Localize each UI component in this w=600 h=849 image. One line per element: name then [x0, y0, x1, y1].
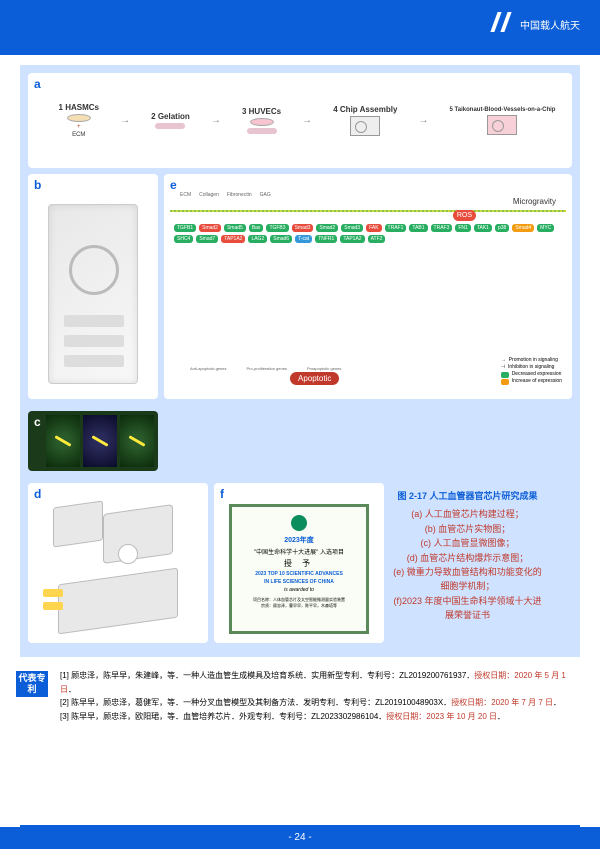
panel-c-label: c: [34, 415, 41, 429]
panel-f: f 2023年度 "中国生命科学十大进展" 入选项目 授 予 2023 TOP …: [214, 483, 384, 643]
exploded-view: [43, 504, 193, 634]
panel-d-label: d: [34, 487, 41, 501]
panel-a: a 1 HASMCs + ECM → 2 Gelation → 3 HUVECs…: [28, 73, 572, 168]
chip-photo: [48, 204, 138, 384]
tube-icon: [247, 128, 277, 134]
page-content: a 1 HASMCs + ECM → 2 Gelation → 3 HUVECs…: [0, 55, 600, 733]
dish-icon: [250, 118, 274, 126]
patent-item: [3] 陈早早，顾忠泽，欧阳珺，等．血管培养芯片．外观专利．专利号：ZL2023…: [60, 710, 580, 724]
panel-c: c: [28, 411, 158, 471]
arrow-icon: →: [211, 115, 221, 126]
panel-e-label: e: [170, 178, 177, 192]
figure-container: a 1 HASMCs + ECM → 2 Gelation → 3 HUVECs…: [20, 65, 580, 657]
dish-icon: [67, 114, 91, 122]
panel-d: d: [28, 483, 208, 643]
panel-e: e ECM Collagen Fibronectin GAG ROS Micro…: [164, 174, 572, 399]
micrograph: [120, 415, 154, 467]
page-header: 中国载人航天: [0, 0, 600, 55]
panel-b-label: b: [34, 178, 41, 192]
chip-icon: [350, 116, 380, 136]
patents-section: 代表专利 [1] 顾忠泽，陈早早，朱建峰，等．一种人造血管生成模具及培育系统．实…: [20, 669, 580, 723]
arrow-icon: →: [120, 115, 130, 126]
caption-title: 图 2-17 人工血管器官芯片研究成果: [392, 489, 543, 503]
step-2: 2 Gelation: [151, 112, 190, 129]
step-1: 1 HASMCs + ECM: [59, 103, 99, 138]
patent-item: [1] 顾忠泽，陈早早，朱建峰，等．一种人造血管生成模具及培育系统．实用新型专利…: [60, 669, 580, 696]
micrograph: [46, 415, 80, 467]
apoptotic-label: Apoptotic: [290, 372, 339, 385]
panel-a-label: a: [34, 77, 41, 91]
panel-b: b: [28, 174, 158, 399]
patent-badge: 代表专利: [16, 671, 48, 697]
header-logo: 中国载人航天: [490, 12, 580, 36]
micrograph: [83, 415, 117, 467]
pathway-diagram: ECM Collagen Fibronectin GAG ROS Microgr…: [170, 192, 566, 393]
seal-icon: [291, 515, 307, 531]
logo-icon: [490, 12, 514, 36]
pathway-nodes: TGFB1 Smad2 Smad5 Bax TGFB3 Smad3 Smad2 …: [170, 220, 566, 247]
patent-item: [2] 陈早早，顾忠泽，葛健军，等．一种分叉血管模型及其制备方法．发明专利．专利…: [60, 696, 580, 710]
chip-icon: [487, 115, 517, 135]
step-3: 3 HUVECs: [242, 107, 281, 134]
patent-list: [1] 顾忠泽，陈早早，朱建峰，等．一种人造血管生成模具及培育系统．实用新型专利…: [24, 669, 580, 723]
page-number: - 24 -: [288, 832, 311, 843]
membrane: [170, 210, 566, 212]
arrow-icon: →: [302, 115, 312, 126]
step-4: 4 Chip Assembly: [333, 105, 397, 136]
panel-f-label: f: [220, 487, 224, 501]
figure-caption: 图 2-17 人工血管器官芯片研究成果 (a) 人工血管芯片构建过程； (b) …: [390, 483, 545, 643]
arrow-icon: →: [418, 115, 428, 126]
certificate: 2023年度 "中国生命科学十大进展" 入选项目 授 予 2023 TOP 10…: [229, 504, 369, 634]
org-name: 中国载人航天: [520, 17, 580, 32]
tube-icon: [155, 123, 185, 129]
pathway-legend: →Promotion in signaling ⊣Inhibition in s…: [501, 357, 562, 385]
step-5: 5 Taikonaut-Blood-Vessels-on-a-Chip: [450, 107, 556, 135]
ros-node: ROS: [453, 210, 476, 221]
page-footer: - 24 -: [0, 827, 600, 849]
microgravity-label: Microgravity: [513, 197, 556, 206]
